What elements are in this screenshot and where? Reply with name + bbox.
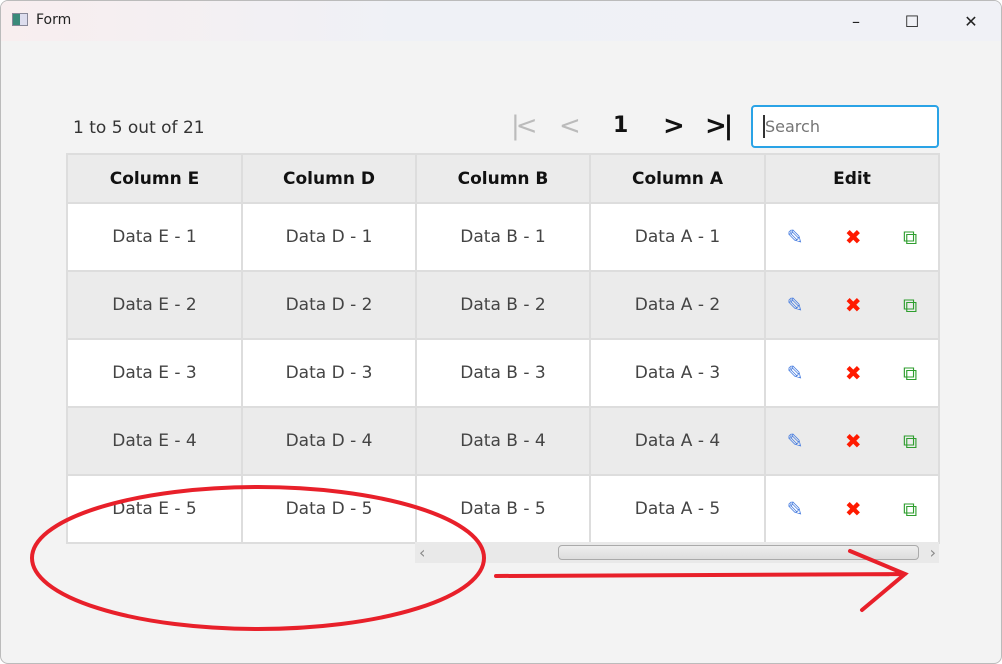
table-cell: Data A - 5 (589, 474, 766, 544)
table-cell: Data D - 1 (241, 202, 417, 272)
table-cell: Data D - 3 (241, 338, 417, 408)
table-cell: Data E - 3 (66, 338, 243, 408)
edit-icon[interactable]: ✎ (786, 429, 804, 453)
horizontal-scrollbar[interactable]: ‹ › (415, 542, 939, 563)
delete-icon[interactable]: ✖ (844, 293, 862, 317)
pagination-info: 1 to 5 out of 21 (73, 118, 205, 138)
row-actions: ✎ ✖ ⧉ (764, 406, 940, 476)
table-cell: Data D - 5 (241, 474, 417, 544)
header-column-b[interactable]: Column B (415, 153, 591, 204)
table-cell: Data B - 3 (415, 338, 591, 408)
table-cell: Data B - 2 (415, 270, 591, 340)
scroll-right-button[interactable]: › (929, 543, 936, 562)
first-page-button[interactable]: |< (511, 111, 537, 141)
table-cell: Data B - 1 (415, 202, 591, 272)
table-cell: Data A - 3 (589, 338, 766, 408)
table-cell: Data E - 1 (66, 202, 243, 272)
table-cell: Data B - 4 (415, 406, 591, 476)
edit-icon[interactable]: ✎ (786, 361, 804, 385)
copy-icon[interactable]: ⧉ (903, 361, 918, 385)
scrollbar-thumb[interactable] (558, 545, 919, 560)
delete-icon[interactable]: ✖ (844, 361, 862, 385)
table-row[interactable]: Data E - 4 Data D - 4 Data B - 4 Data A - 4… (66, 406, 940, 476)
copy-icon[interactable]: ⧉ (903, 429, 918, 453)
table-row[interactable]: Data E - 2 Data D - 2 Data B - 2 Data A - 2… (66, 270, 940, 340)
table-row[interactable]: Data E - 3 Data D - 3 Data B - 3 Data A - 3… (66, 338, 940, 408)
table-cell: Data B - 5 (415, 474, 591, 544)
search-input[interactable] (751, 105, 939, 148)
row-actions: ✎ ✖ ⧉ (764, 270, 940, 340)
header-column-e[interactable]: Column E (66, 153, 243, 204)
row-actions: ✎ ✖ ⧉ (764, 338, 940, 408)
delete-icon[interactable]: ✖ (844, 225, 862, 249)
close-button[interactable]: ✕ (964, 11, 978, 31)
edit-icon[interactable]: ✎ (786, 497, 804, 521)
table-cell: Data E - 2 (66, 270, 243, 340)
title-bar: Form – ☐ ✕ (1, 1, 1001, 41)
current-page: 1 (613, 113, 629, 138)
minimize-button[interactable]: – (852, 11, 860, 31)
table-cell: Data E - 4 (66, 406, 243, 476)
next-page-button[interactable]: > (663, 111, 685, 141)
table-cell: Data E - 5 (66, 474, 243, 544)
table-row[interactable]: Data E - 5 Data D - 5 Data B - 5 Data A - 5… (66, 474, 940, 544)
text-caret (763, 115, 765, 138)
copy-icon[interactable]: ⧉ (903, 293, 918, 317)
delete-icon[interactable]: ✖ (844, 497, 862, 521)
row-actions: ✎ ✖ ⧉ (764, 474, 940, 544)
edit-icon[interactable]: ✎ (786, 225, 804, 249)
table-cell: Data A - 1 (589, 202, 766, 272)
maximize-button[interactable]: ☐ (904, 11, 920, 31)
header-edit: Edit (764, 153, 940, 204)
app-icon (12, 13, 28, 26)
scroll-left-button[interactable]: ‹ (419, 543, 426, 562)
last-page-button[interactable]: >| (705, 111, 733, 141)
delete-icon[interactable]: ✖ (844, 429, 862, 453)
row-actions: ✎ ✖ ⧉ (764, 202, 940, 272)
table-cell: Data D - 4 (241, 406, 417, 476)
edit-icon[interactable]: ✎ (786, 293, 804, 317)
table-row[interactable]: Data E - 1 Data D - 1 Data B - 1 Data A - 1… (66, 202, 940, 272)
data-table: Column E Column D Column B Column A Edit… (66, 153, 940, 544)
table-cell: Data A - 4 (589, 406, 766, 476)
table-cell: Data A - 2 (589, 270, 766, 340)
copy-icon[interactable]: ⧉ (903, 225, 918, 249)
table-cell: Data D - 2 (241, 270, 417, 340)
header-column-a[interactable]: Column A (589, 153, 766, 204)
prev-page-button[interactable]: < (559, 111, 581, 141)
header-column-d[interactable]: Column D (241, 153, 417, 204)
window-title: Form (36, 12, 72, 28)
copy-icon[interactable]: ⧉ (903, 497, 918, 521)
header-row: Column E Column D Column B Column A Edit (66, 153, 940, 204)
